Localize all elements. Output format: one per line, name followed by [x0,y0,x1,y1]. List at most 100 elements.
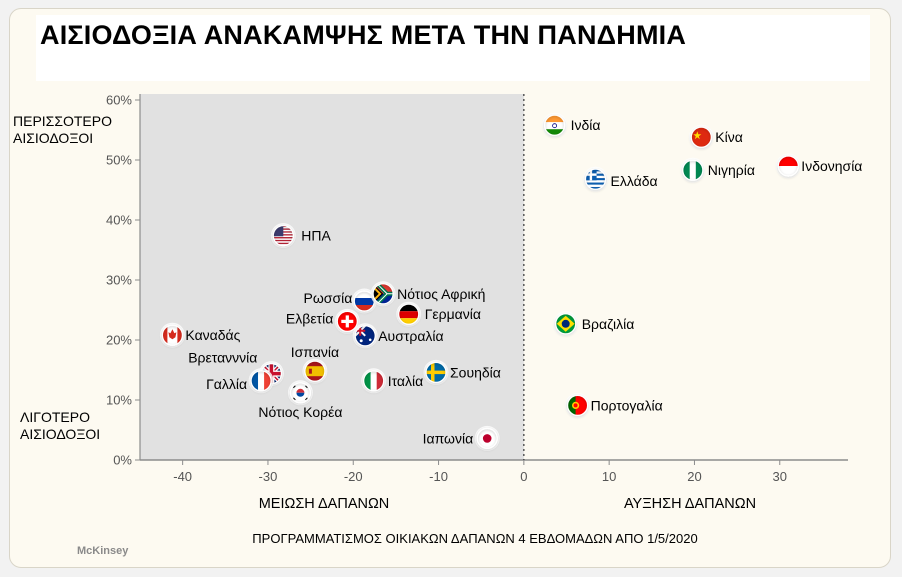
point-ring [363,370,385,392]
point-ring [476,427,498,449]
canada-flag [162,325,183,346]
point-ring [566,394,589,416]
reduced-spending-region [140,94,524,460]
scatter-point: Ιαπωνία [423,425,500,451]
point-label: Πορτογαλία [591,397,663,413]
point-label: Βραζιλία [582,316,635,332]
x-tick-label: -20 [344,469,363,484]
y-tick-label: 50% [106,153,132,168]
scatter-point: Αυστραλία [352,323,444,349]
nigeria-flag [682,160,703,181]
point-label: Ισπανία [291,344,339,360]
chart-title: ΑΙΣΙΟΔΟΞΙΑ ΑΝΑΚΑΜΨΗΣ ΜΕΤΑ ΤΗΝ ΠΑΝΔΗΜΙΑ [40,20,687,50]
point-ring [289,382,311,404]
south-africa-flag [373,283,394,304]
increased-spending-label: ΑΥΞΗΣΗ ΔΑΠΑΝΩΝ [624,496,756,512]
title-box [36,15,870,81]
y-tick-label: 60% [106,93,132,108]
scatter-point: Ελβετία [286,308,360,334]
japan-flag [477,428,498,449]
point-label: ΗΠΑ [301,228,331,244]
scatter-point: Ιταλία [361,368,424,394]
scatter-point: Κίνα [688,124,743,150]
x-tick-label: -30 [259,469,278,484]
more-optimistic-label: ΠΕΡΙΣΣΟΤΕΡΟ ΑΙΣΙΟΔΟΞΟΙ [13,113,112,146]
point-ring [777,155,799,177]
x-tick-label: 30 [773,469,787,484]
point-ring [304,360,326,382]
russia-flag [354,291,375,311]
portugal-flag [567,395,588,416]
less-optimistic-label: ΛΙΓΟΤΕΡΟ ΑΙΣΙΟΔΟΞΟΙ [20,409,101,442]
point-ring [354,325,376,347]
point-ring [372,283,394,305]
switzerland-flag [337,311,358,332]
scatter-point: Ισπανία [291,344,339,384]
australia-flag [355,325,376,346]
scatter-point: Βραζιλία [553,311,635,337]
point-label: Ινδία [571,117,601,133]
point-label: Αυστραλία [378,328,443,344]
point-label: Ιαπωνία [423,430,474,446]
scatter-point: Καναδάς [159,322,241,348]
point-ring [555,313,577,335]
x-tick-label: -10 [429,469,448,484]
y-tick-label: 10% [106,393,132,408]
scatter-point: Ρωσσία [304,288,377,314]
y-tick-label: 30% [106,273,132,288]
china-flag [691,127,712,148]
scatter-point: Σουηδία [423,359,501,385]
scatter-point: Νιγηρία [680,157,755,183]
point-label: Γαλλία [206,376,247,392]
scatter-point: Νότιος Κορέα [258,380,342,420]
brazil-flag [555,313,576,334]
point-label: Νότιος Αφρική [397,286,485,302]
point-ring [690,126,712,148]
point-ring [398,303,420,325]
x-tick-label: -40 [173,469,192,484]
x-tick-label: 20 [687,469,701,484]
scatter-point: Ινδία [542,112,601,138]
reduced-spending-label: ΜΕΙΩΣΗ ΔΑΠΑΝΩΝ [259,496,390,512]
scatter-point: ΗΠΑ [270,223,332,249]
point-ring [584,168,607,190]
france-flag [251,370,272,391]
x-tick-label: 0 [520,469,527,484]
point-ring [161,324,183,346]
scatter-point: Γερμανία [396,301,481,327]
point-label: Ινδονησία [801,158,862,174]
point-label: Ελβετία [286,310,333,326]
x-axis-title: ΠΡΟΓΡΑΜΜΑΤΙΣΜΟΣ ΟΙΚΙΑΚΩΝ ΔΑΠΑΝΩΝ 4 ΕΒΔΟΜ… [252,531,697,546]
scatter-point: Νότιος Αφρική [370,281,485,307]
scatter-point: Ινδονησία [775,153,862,179]
point-label: Καναδάς [185,327,240,343]
point-ring [336,310,358,332]
y-tick-label: 20% [106,333,132,348]
point-label: Σουηδία [450,364,501,380]
india-flag [544,115,565,136]
point-label: Βρετανννία [188,350,257,366]
source-label: McKinsey [77,545,129,557]
point-ring [272,225,294,247]
y-tick-label: 40% [106,213,132,228]
scatter-point: Πορτογαλία [565,392,663,418]
point-label: Νιγηρία [708,162,755,178]
y-tick-label: 0% [113,453,132,468]
point-ring [250,370,272,392]
us-flag [273,225,294,246]
point-ring [543,114,566,136]
sweden-flag [426,362,446,383]
point-label: Κίνα [715,129,743,145]
point-label: Ιταλία [388,373,424,389]
x-tick-label: 10 [602,469,616,484]
indonesia-flag [778,156,799,176]
point-ring [682,159,704,181]
point-ring [425,361,447,383]
scatter-point: Γαλλία [206,368,274,394]
point-label: Γερμανία [425,306,481,322]
spain-flag [304,361,325,382]
scatter-point: Ελλάδα [583,166,658,192]
point-label: Ελλάδα [611,173,658,189]
point-label: Νότιος Κορέα [258,404,342,420]
